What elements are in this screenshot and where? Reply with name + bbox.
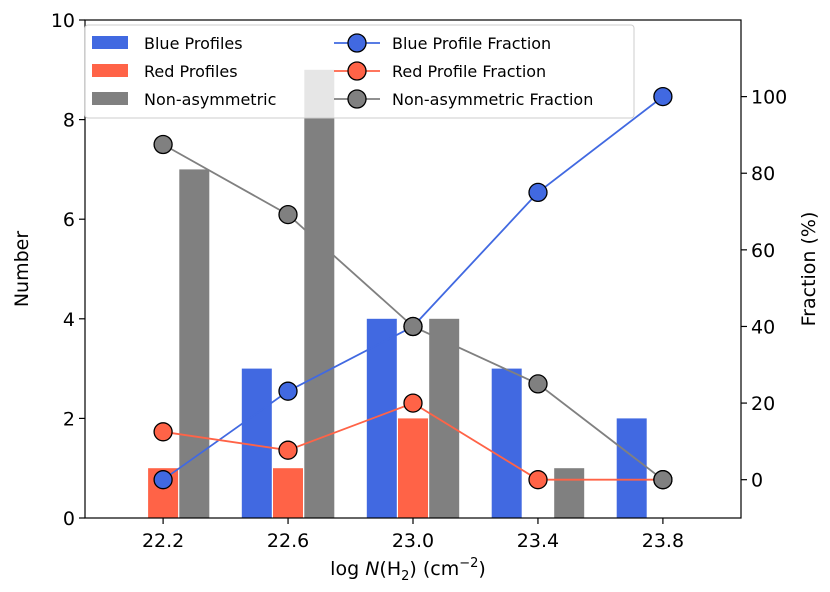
point-blue-profile-fraction-4	[653, 86, 673, 107]
legend-marker-blue-fraction	[347, 33, 367, 53]
right-y-tick-label-1: 20	[751, 393, 775, 415]
left-y-tick-label-5: 10	[51, 10, 75, 32]
left-y-tick-label-2: 4	[63, 309, 75, 331]
x-tick-label-2: 23.0	[392, 530, 434, 552]
point-red-profile-fraction-2	[403, 393, 423, 413]
x-tick-label-3: 23.4	[517, 530, 559, 552]
point-non-asymmetric-fraction-3	[528, 374, 548, 394]
legend-label-blue-fraction: Blue Profile Fraction	[392, 34, 551, 53]
point-non-asymmetric-fraction-4	[653, 470, 673, 490]
bar-non-asymmetric-0	[179, 169, 210, 518]
left-y-axis-label: Number	[11, 231, 33, 308]
point-blue-profile-fraction-0	[153, 470, 173, 490]
legend-swatch-blue-profiles	[92, 36, 128, 49]
x-axis-label: log N(H2) (cm−2)	[330, 556, 486, 584]
left-y-tick-label-3: 6	[63, 209, 75, 231]
legend-swatch-red-profiles	[92, 64, 128, 77]
legend-swatch-non-asymmetric	[92, 92, 128, 105]
point-red-profile-fraction-1	[278, 440, 298, 460]
right-y-axis: 0 20 40 60 80 100	[741, 87, 787, 492]
bar-non-asymmetric-2	[429, 318, 460, 518]
legend-label-blue-profiles: Blue Profiles	[144, 34, 243, 53]
point-blue-profile-fraction-1	[278, 381, 298, 401]
fraction-lines-layer	[153, 86, 673, 490]
right-y-tick-label-2: 40	[751, 316, 775, 338]
left-y-tick-label-1: 2	[63, 408, 75, 430]
legend-label-non-asymmetric-fraction: Non-asymmetric Fraction	[392, 90, 593, 109]
legend-marker-non-asymmetric-fraction	[347, 89, 367, 109]
bar-red-profiles-2	[398, 418, 428, 518]
left-y-tick-label-0: 0	[63, 508, 75, 530]
legend-label-red-profiles: Red Profiles	[144, 62, 238, 81]
point-red-profile-fraction-0	[153, 422, 173, 442]
bar-non-asymmetric-1	[304, 69, 335, 519]
right-y-tick-label-0: 0	[751, 470, 763, 492]
right-y-tick-label-5: 100	[751, 87, 787, 109]
bar-red-profiles-1	[273, 468, 303, 518]
x-tick-label-1: 22.6	[267, 530, 309, 552]
right-y-tick-label-3: 60	[751, 240, 775, 262]
point-non-asymmetric-fraction-0	[153, 134, 173, 155]
x-tick-label-0: 22.2	[142, 530, 184, 552]
right-y-tick-label-4: 80	[751, 163, 775, 185]
bar-blue-profiles-4	[616, 418, 647, 518]
legend-marker-red-fraction	[347, 61, 367, 81]
legend: Blue Profiles Red Profiles Non-asymmetri…	[84, 24, 635, 119]
point-non-asymmetric-fraction-1	[278, 204, 298, 225]
point-blue-profile-fraction-3	[528, 182, 548, 203]
x-axis: 22.2 22.6 23.0 23.4 23.8	[142, 518, 684, 552]
bars-layer	[148, 69, 647, 519]
point-red-profile-fraction-3	[528, 470, 548, 490]
point-non-asymmetric-fraction-2	[403, 316, 423, 337]
legend-label-non-asymmetric: Non-asymmetric	[144, 90, 276, 109]
bar-blue-profiles-3	[491, 368, 522, 518]
left-y-tick-label-4: 8	[63, 110, 75, 132]
bar-non-asymmetric-3	[554, 468, 585, 518]
legend-label-red-fraction: Red Profile Fraction	[392, 62, 546, 81]
right-y-axis-label: Fraction (%)	[798, 212, 820, 327]
x-tick-label-4: 23.8	[642, 530, 684, 552]
left-y-axis: 0 2 4 6 8 10	[51, 10, 85, 530]
